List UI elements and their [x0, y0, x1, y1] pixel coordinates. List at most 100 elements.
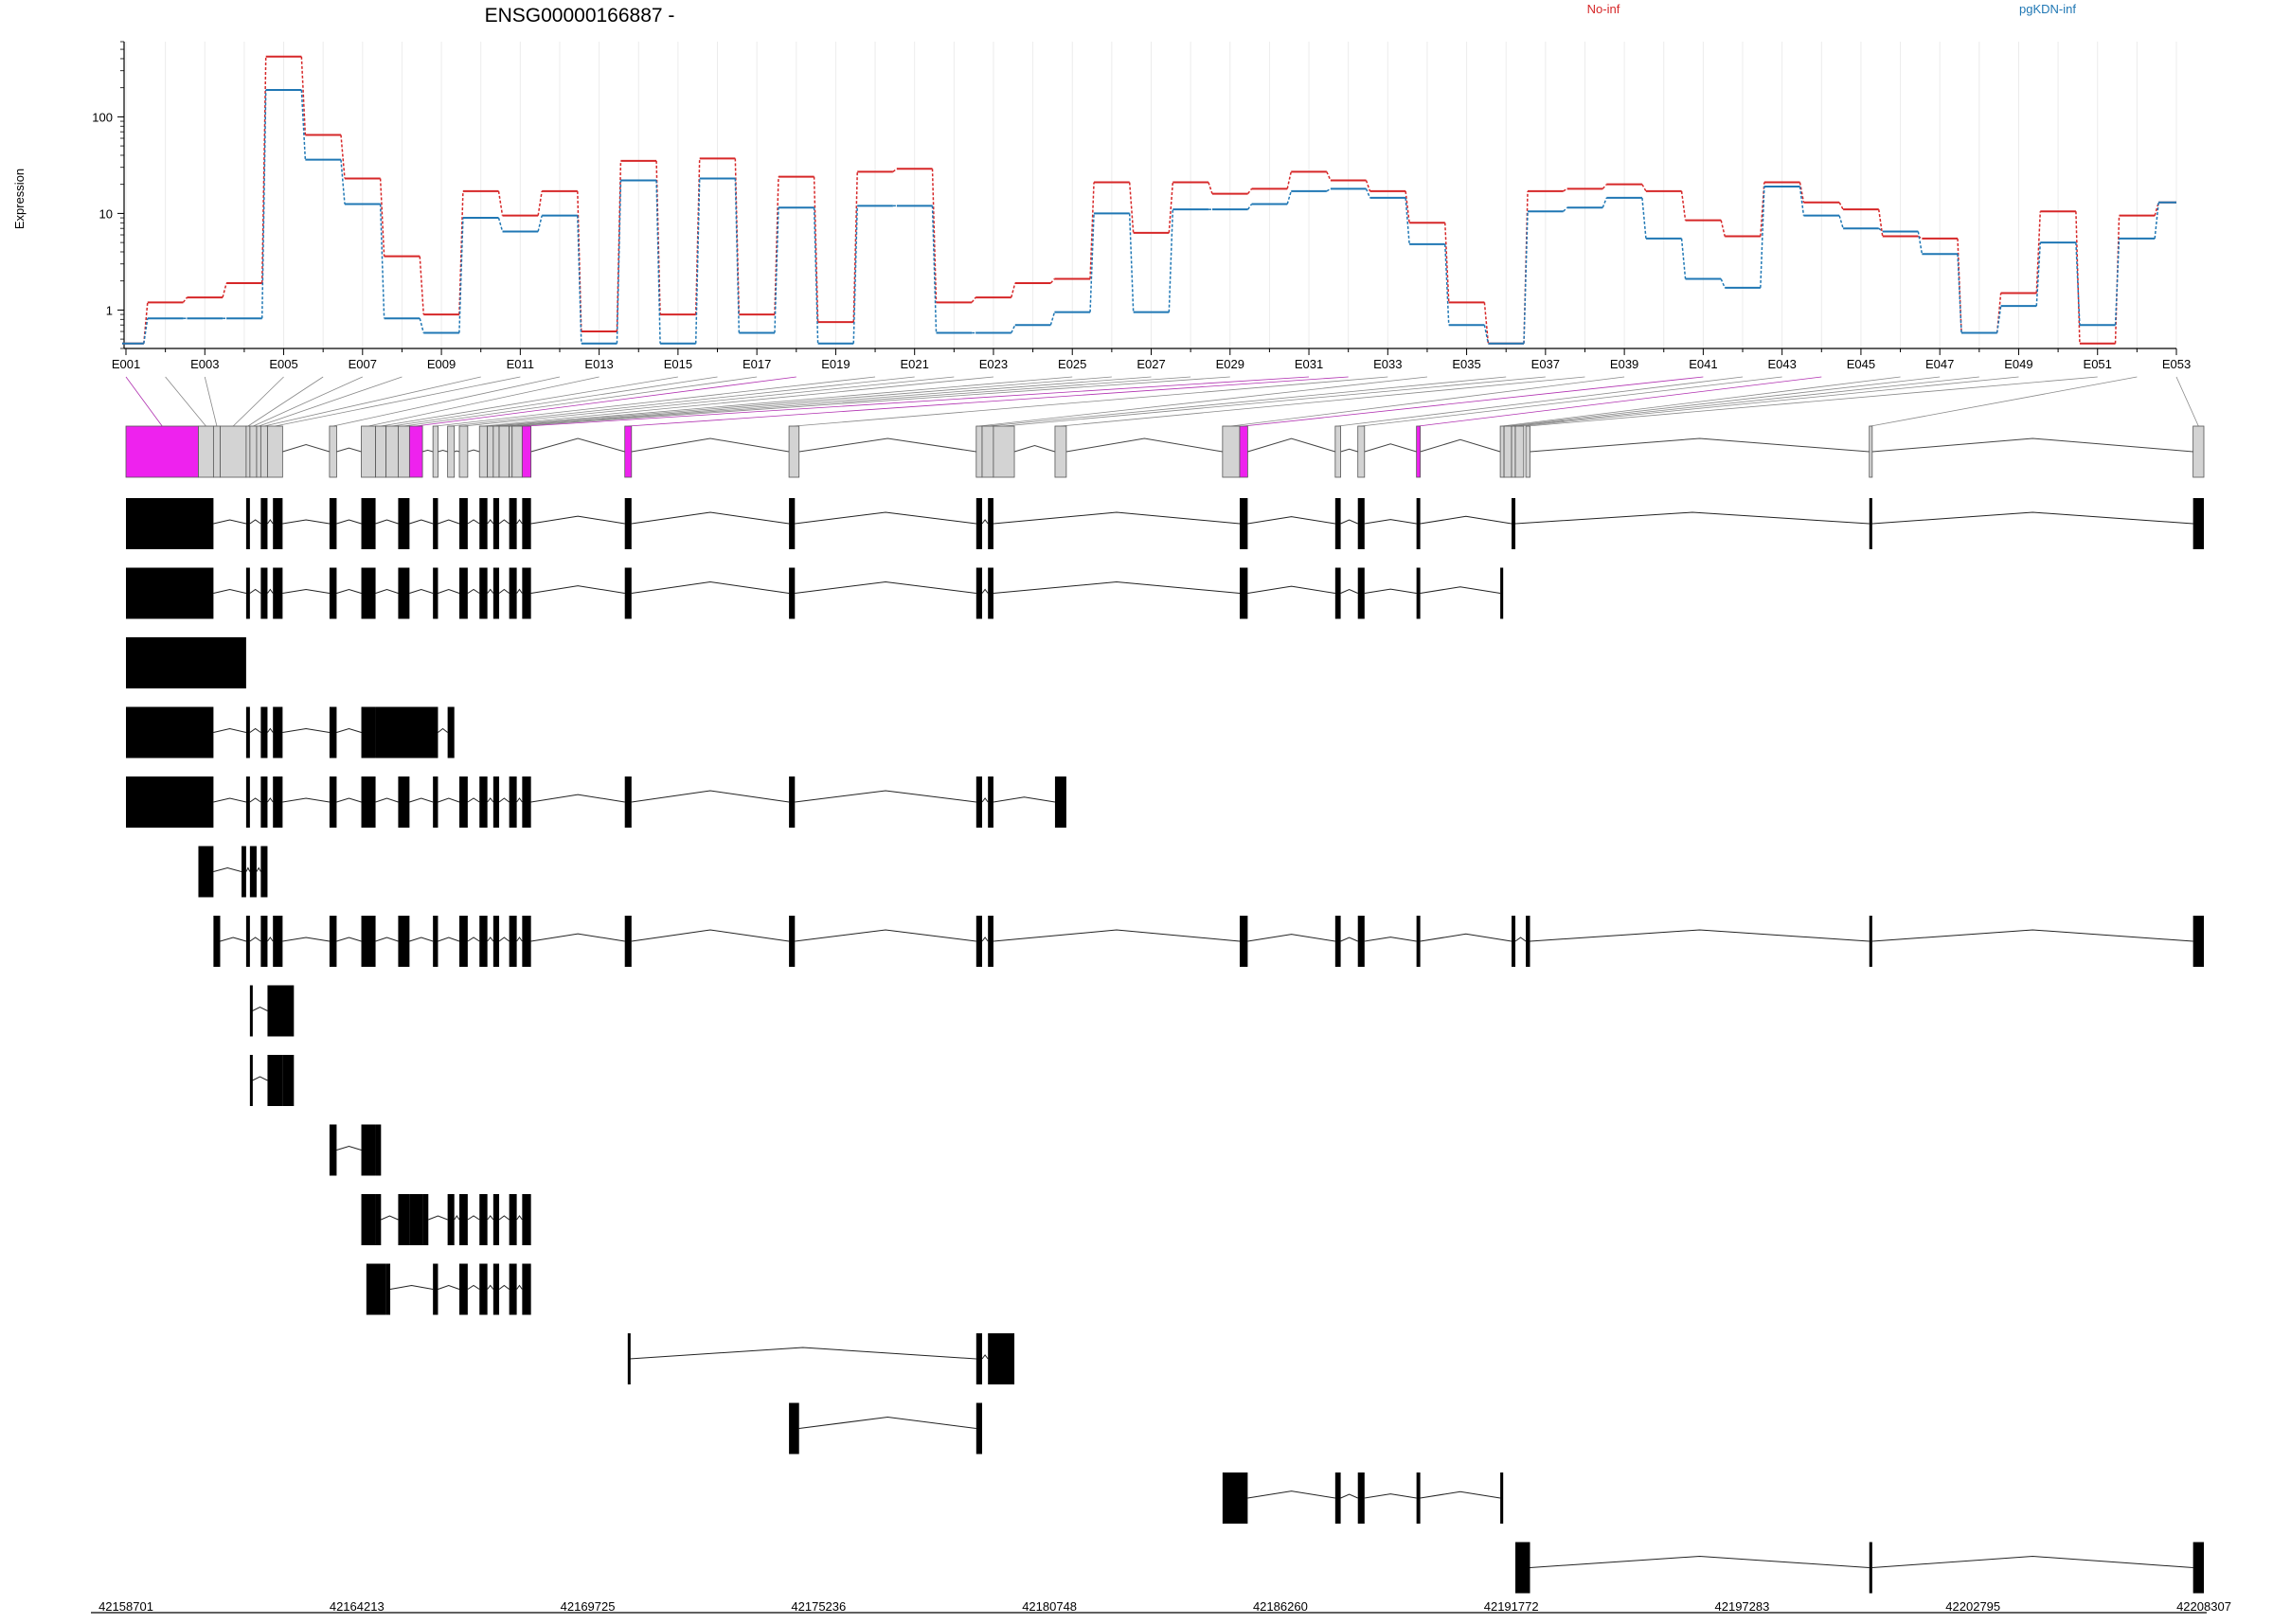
exon-bin: [993, 425, 1015, 478]
transcript-exon: [245, 776, 250, 828]
x-tick-label-e013: E013: [584, 357, 613, 371]
transcript-intron: [267, 937, 274, 942]
transcript-intron: [993, 580, 1241, 594]
transcript-exon: [433, 776, 438, 828]
exon-connector: [1230, 376, 1625, 427]
x-tick-label-e015: E015: [664, 357, 692, 371]
bin-intron: [1065, 437, 1223, 453]
transcript-exon: [479, 498, 488, 549]
y-axis: 1 10 100: [92, 41, 125, 349]
series-step: [1089, 213, 1095, 312]
transcript-exon: [198, 846, 214, 898]
genome-tick-label: 42202795: [1945, 1599, 2000, 1614]
series-step: [2154, 202, 2159, 239]
transcript-exon: [329, 567, 337, 619]
transcript-intron: [1364, 1493, 1417, 1499]
transcript-exon: [1334, 498, 1341, 549]
transcript-exon: [1334, 916, 1341, 967]
transcript-intron: [256, 866, 261, 872]
transcript-intron: [1247, 585, 1335, 594]
transcript-intron: [1420, 515, 1512, 525]
genome-tick-label: 42197283: [1715, 1599, 1770, 1614]
genome-tick-label: 42191772: [1484, 1599, 1539, 1614]
transcript-exon: [267, 1055, 283, 1106]
x-tick-label-e045: E045: [1847, 357, 1875, 371]
exon-bin: [498, 425, 510, 478]
transcript-intron: [530, 933, 625, 942]
transcript-exon: [988, 567, 993, 619]
series-step: [1877, 209, 1884, 237]
series-step: [2035, 242, 2042, 307]
exon-connector: [526, 376, 1310, 427]
series-step: [1089, 182, 1095, 279]
series-step: [1405, 197, 1410, 244]
exon-connector: [259, 376, 403, 427]
x-tick-label-e009: E009: [427, 357, 456, 371]
transcript-intron: [467, 797, 480, 803]
transcript-exon: [260, 706, 268, 758]
exon-bin: [1511, 425, 1516, 478]
transcript-exon: [492, 916, 500, 967]
series-step: [379, 178, 385, 257]
bin-intron: [1420, 438, 1501, 453]
transcript-12: [366, 1263, 531, 1315]
transcript-exon: [366, 1263, 386, 1315]
transcript-exon: [1416, 916, 1421, 967]
series-step: [694, 178, 701, 344]
transcript-exon: [2192, 498, 2204, 549]
transcript-intron: [1364, 588, 1417, 594]
x-tick-label-e041: E041: [1689, 357, 1717, 371]
transcript-exon: [1416, 567, 1421, 619]
transcript-intron: [795, 580, 976, 594]
transcript-exon: [1869, 916, 1872, 967]
transcript-exon: [433, 1263, 438, 1315]
bin-intron: [1247, 437, 1335, 453]
series-step: [1049, 312, 1056, 326]
transcript-exon: [522, 1263, 531, 1315]
transcript-exon: [126, 498, 214, 549]
transcript-intron: [1871, 1555, 2193, 1568]
exon-connector: [1870, 376, 2138, 427]
exon-bin: [1499, 425, 1505, 478]
transcript-intron: [981, 588, 989, 594]
transcript-exon: [509, 776, 517, 828]
series-step: [1523, 211, 1529, 344]
transcript-intron: [249, 519, 261, 525]
transcript-exon: [329, 776, 337, 828]
series-step: [1246, 204, 1253, 210]
transcript-intron: [795, 790, 976, 803]
transcript-exon: [1357, 498, 1365, 549]
transcript-exon: [361, 916, 376, 967]
transcript-intron: [213, 727, 247, 733]
transcript-intron: [282, 519, 330, 525]
transcript-intron: [1364, 937, 1417, 942]
series-step: [2075, 242, 2081, 326]
series-step: [379, 204, 385, 319]
exon-bin: [458, 425, 469, 478]
transcript-intron: [1340, 937, 1358, 942]
exon-connector: [1060, 376, 1585, 427]
transcript-exon: [398, 916, 410, 967]
transcript-13: [627, 1333, 1015, 1384]
transcript-intron: [498, 1284, 510, 1290]
transcript-intron: [798, 1416, 976, 1429]
exon-bin: [375, 425, 387, 478]
transcript-exon: [975, 1402, 982, 1454]
transcript-exon: [249, 985, 253, 1037]
transcript-exon: [126, 567, 214, 619]
series-step: [1680, 238, 1687, 279]
x-tick-label-e025: E025: [1058, 357, 1086, 371]
series-step: [774, 207, 779, 333]
transcript-intron: [467, 937, 480, 942]
transcript-intron: [516, 937, 523, 942]
exon-connector: [510, 376, 1191, 427]
series-step: [931, 205, 938, 333]
transcript-exon: [361, 776, 376, 828]
legend-item-no-inf: No-inf: [1587, 2, 1620, 16]
transcript-intron: [993, 929, 1241, 942]
exon-bin: [1416, 425, 1422, 478]
x-tick-label-e031: E031: [1295, 357, 1323, 371]
transcript-16: [1515, 1542, 2204, 1594]
exon-bin: [1525, 425, 1530, 478]
